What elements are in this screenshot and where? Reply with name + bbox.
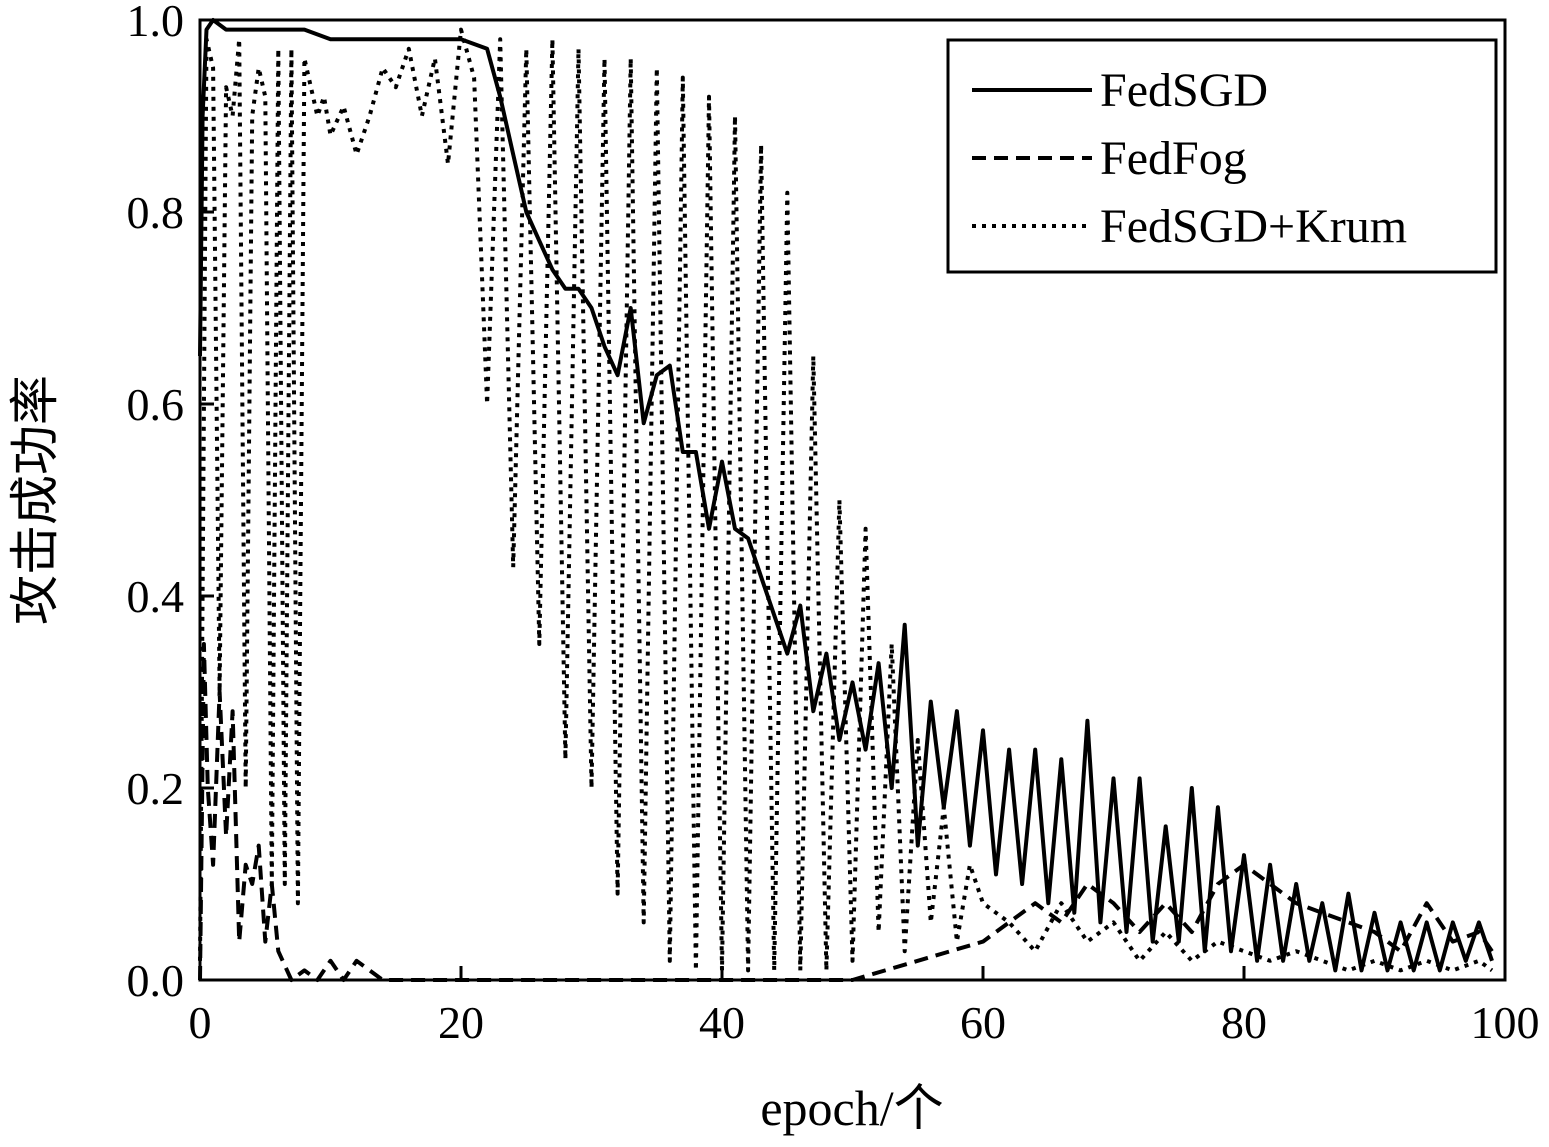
x-tick-label: 20: [438, 997, 484, 1048]
series-line-fedsgd: [198, 18, 1494, 973]
y-tick-label: 0.8: [127, 187, 185, 238]
x-axis-title: epoch/个: [760, 1080, 943, 1136]
series-line-fedsgd-krum: [198, 27, 1494, 973]
legend-label-fedsgd-krum: FedSGD+Krum: [1100, 200, 1407, 253]
legend: FedSGD FedFog FedSGD+Krum: [946, 38, 1498, 274]
x-tick-label: 60: [960, 997, 1006, 1048]
legend-label-fedsgd: FedSGD: [1100, 64, 1268, 117]
x-tick-label: 40: [699, 997, 745, 1048]
x-tick-label: 0: [189, 997, 212, 1048]
legend-label-fedfog: FedFog: [1100, 132, 1247, 185]
x-tick-label: 100: [1471, 997, 1540, 1048]
y-tick-label: 0.6: [127, 379, 185, 430]
x-tick-label: 80: [1221, 997, 1267, 1048]
y-axis-title: 攻击成功率: [7, 375, 63, 625]
series-layer: [198, 18, 1494, 982]
y-tick-label: 1.0: [127, 0, 185, 46]
y-tick-label: 0.0: [127, 955, 185, 1006]
y-tick-label: 0.4: [127, 571, 185, 622]
axes-layer: 0 20 40 60 80 100 0.0 0.2 0.4 0.6 0.8 1.0: [127, 0, 1540, 1048]
plot-frame: [198, 18, 1507, 982]
y-tick-label: 0.2: [127, 763, 185, 814]
